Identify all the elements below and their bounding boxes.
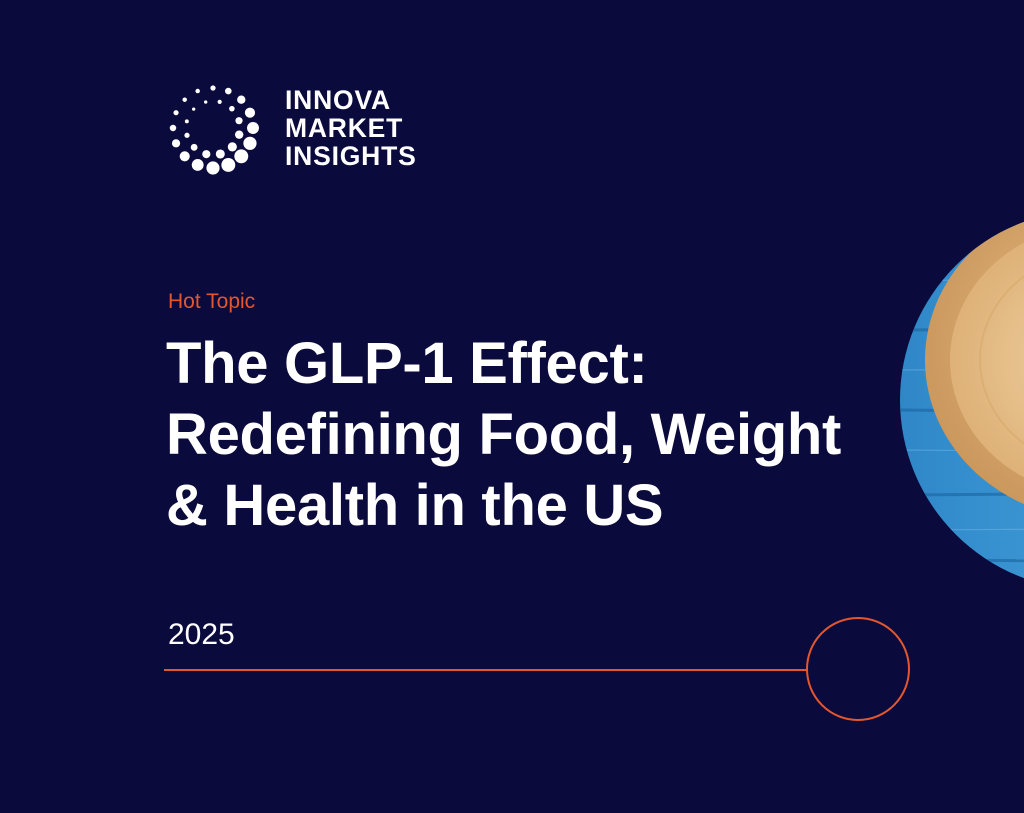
logo-dot bbox=[229, 105, 235, 112]
logo-line-2: MARKET bbox=[285, 113, 404, 143]
bowl-on-blue-wood-image bbox=[900, 210, 1024, 590]
logo-dot bbox=[215, 149, 225, 159]
logo-dot bbox=[173, 110, 179, 116]
logo-wordmark: INNOVA MARKET INSIGHTS bbox=[285, 86, 417, 170]
logo-dot bbox=[234, 149, 249, 164]
logo-dot bbox=[192, 107, 196, 111]
logo-dot bbox=[190, 143, 198, 151]
title-line-1: The GLP-1 Effect: bbox=[166, 331, 648, 396]
logo-line-1: INNOVA bbox=[285, 85, 391, 115]
logo-dot bbox=[204, 100, 208, 104]
logo-dot bbox=[217, 99, 222, 104]
logo-dot bbox=[191, 159, 204, 171]
logo-dot bbox=[221, 158, 236, 172]
eyebrow-label: Hot Topic bbox=[168, 290, 256, 313]
dot-ring-logo-icon bbox=[169, 85, 259, 175]
logo-dot bbox=[235, 117, 243, 125]
title-line-2: Redefining Food, Weight bbox=[166, 402, 842, 467]
logo-dot bbox=[184, 119, 189, 124]
logo-dot bbox=[210, 85, 216, 91]
logo-dot bbox=[184, 132, 190, 138]
logo-dot bbox=[227, 142, 237, 152]
logo-dot bbox=[244, 107, 256, 118]
logo-dot bbox=[202, 150, 211, 159]
title-line-3: & Health in the US bbox=[166, 473, 664, 538]
logo-dot bbox=[179, 151, 190, 162]
accent-rule bbox=[164, 669, 807, 671]
logo-line-3: INSIGHTS bbox=[285, 141, 417, 171]
wooden-bowl-photo bbox=[900, 210, 1024, 590]
orange-ring-icon bbox=[806, 617, 910, 721]
logo-dot bbox=[237, 95, 246, 104]
logo-dot bbox=[247, 122, 259, 134]
logo-dot bbox=[234, 130, 244, 139]
logo-dot bbox=[206, 161, 220, 175]
logo-dot bbox=[243, 136, 257, 150]
report-year: 2025 bbox=[168, 618, 235, 651]
report-title: The GLP-1 Effect: Redefining Food, Weigh… bbox=[166, 328, 886, 541]
logo-dot bbox=[225, 87, 232, 95]
logo-dot bbox=[169, 124, 177, 132]
logo-dot bbox=[171, 139, 181, 148]
logo-dot bbox=[195, 88, 200, 94]
logo-dot bbox=[182, 97, 187, 102]
